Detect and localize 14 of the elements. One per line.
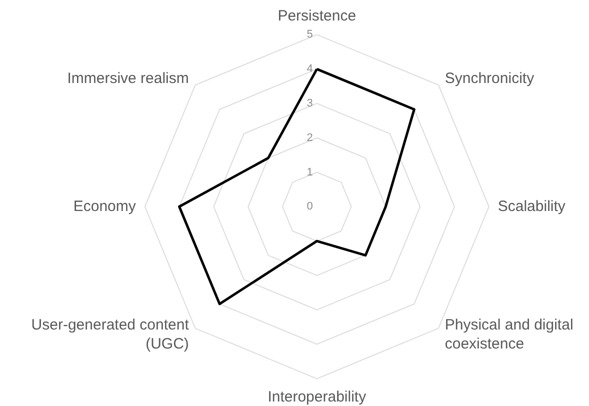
spoke-label: Synchronicity [444,70,535,88]
y-tick-label: 4 [306,63,313,76]
spoke-label: Physical and digital coexistence [444,316,574,353]
spoke-label: Immersive realism [67,70,189,88]
y-tick-label: 3 [306,97,313,110]
spoke-label: Persistence [278,8,356,25]
y-tick-label: 2 [306,132,313,144]
y-tick-label: 0 [306,200,313,213]
spoke-label: User-generated content (UGC) [31,316,190,353]
y-tick-label: 5 [306,28,313,41]
spoke-label: Economy [73,198,136,216]
y-tick-label: 1 [306,166,313,178]
spoke-label: Scalability [498,198,566,216]
spoke-label: Interoperability [268,388,367,406]
